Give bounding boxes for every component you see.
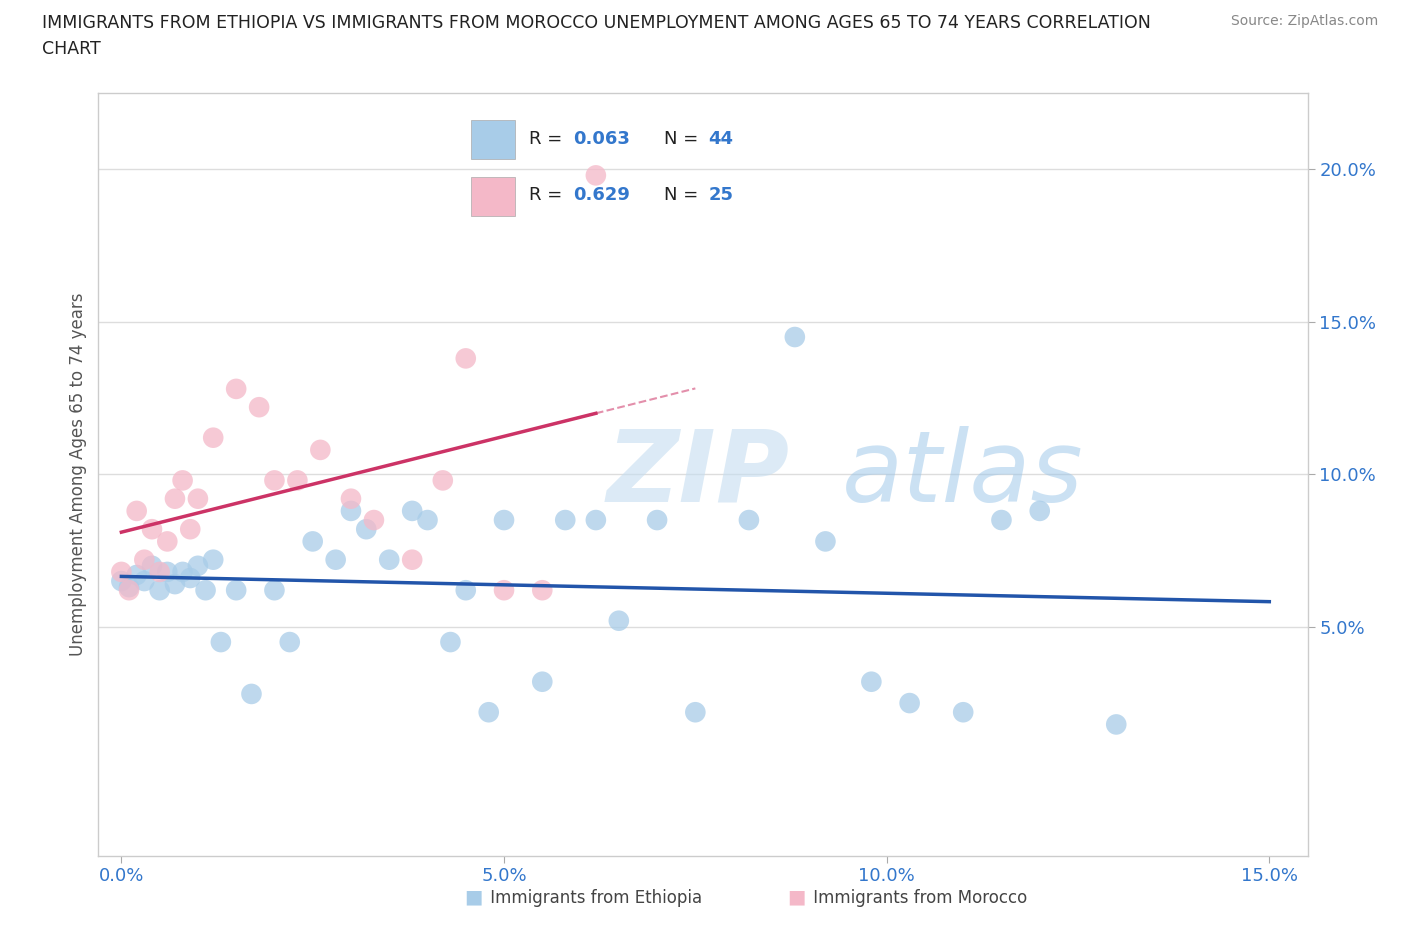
Point	[263, 473, 285, 488]
Point	[179, 571, 201, 586]
Text: Source: ZipAtlas.com: Source: ZipAtlas.com	[1230, 14, 1378, 28]
Point	[401, 552, 423, 567]
Point	[194, 583, 217, 598]
Text: Immigrants from Ethiopia: Immigrants from Ethiopia	[485, 889, 702, 907]
Point	[278, 634, 301, 649]
Point	[179, 522, 201, 537]
Point	[492, 512, 515, 527]
Point	[783, 329, 806, 344]
Point	[149, 565, 172, 579]
Point	[134, 552, 156, 567]
Point	[247, 400, 270, 415]
Point	[309, 443, 332, 458]
Point	[202, 552, 225, 567]
Point	[301, 534, 323, 549]
Point	[860, 674, 883, 689]
Point	[1028, 503, 1050, 518]
Point	[163, 577, 186, 591]
Point	[356, 522, 378, 537]
Point	[990, 512, 1012, 527]
Point	[454, 583, 477, 598]
Point	[287, 473, 309, 488]
Point	[172, 565, 194, 579]
Point	[125, 503, 148, 518]
Point	[110, 574, 132, 589]
Point	[607, 613, 630, 628]
Point	[432, 473, 454, 488]
Point	[585, 512, 607, 527]
Point	[439, 634, 461, 649]
Point	[378, 552, 401, 567]
Point	[554, 512, 576, 527]
Point	[585, 168, 607, 183]
Point	[156, 565, 179, 579]
Point	[187, 491, 209, 506]
Point	[531, 674, 554, 689]
Point	[163, 491, 186, 506]
Point	[118, 579, 141, 594]
Point	[172, 473, 194, 488]
Point	[118, 583, 141, 598]
Point	[531, 583, 554, 598]
Point	[209, 634, 232, 649]
Point	[401, 503, 423, 518]
Point	[363, 512, 385, 527]
Point	[952, 705, 974, 720]
Point	[134, 574, 156, 589]
Point	[898, 696, 921, 711]
Point	[141, 522, 163, 537]
Text: ■: ■	[787, 888, 806, 907]
Point	[240, 686, 263, 701]
Point	[738, 512, 761, 527]
Point	[225, 583, 247, 598]
Point	[478, 705, 501, 720]
Point	[645, 512, 668, 527]
Point	[141, 558, 163, 573]
Point	[814, 534, 837, 549]
Text: CHART: CHART	[42, 40, 101, 58]
Point	[125, 567, 148, 582]
Point	[685, 705, 707, 720]
Point	[225, 381, 247, 396]
Text: Immigrants from Morocco: Immigrants from Morocco	[808, 889, 1028, 907]
Text: ■: ■	[464, 888, 482, 907]
Point	[202, 431, 225, 445]
Point	[416, 512, 439, 527]
Point	[454, 351, 477, 365]
Point	[110, 565, 132, 579]
Point	[156, 534, 179, 549]
Point	[492, 583, 515, 598]
Point	[1105, 717, 1128, 732]
Point	[340, 503, 363, 518]
Text: atlas: atlas	[842, 426, 1084, 523]
Y-axis label: Unemployment Among Ages 65 to 74 years: Unemployment Among Ages 65 to 74 years	[69, 293, 87, 656]
Point	[325, 552, 347, 567]
Text: ZIP: ZIP	[606, 426, 789, 523]
Point	[187, 558, 209, 573]
Point	[340, 491, 363, 506]
Text: IMMIGRANTS FROM ETHIOPIA VS IMMIGRANTS FROM MOROCCO UNEMPLOYMENT AMONG AGES 65 T: IMMIGRANTS FROM ETHIOPIA VS IMMIGRANTS F…	[42, 14, 1152, 32]
Point	[263, 583, 285, 598]
Point	[149, 583, 172, 598]
